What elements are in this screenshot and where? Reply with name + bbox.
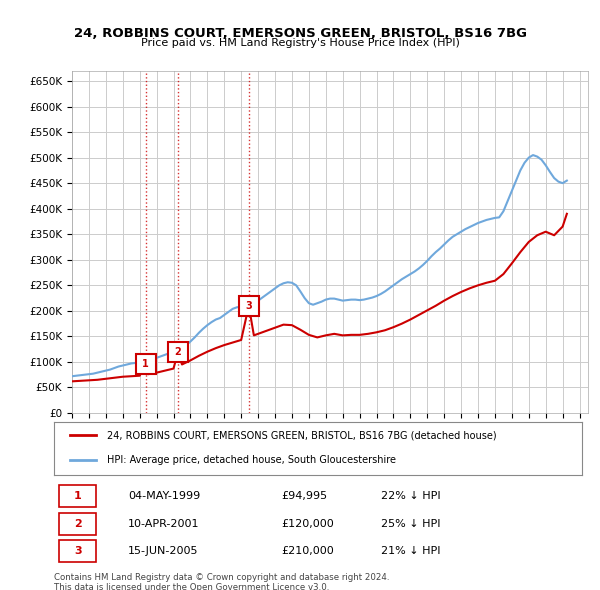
Text: £94,995: £94,995	[281, 491, 327, 502]
Text: 2: 2	[175, 347, 181, 357]
Text: £120,000: £120,000	[281, 519, 334, 529]
FancyBboxPatch shape	[59, 540, 96, 562]
FancyBboxPatch shape	[59, 513, 96, 535]
Text: 1: 1	[74, 491, 82, 502]
Text: 24, ROBBINS COURT, EMERSONS GREEN, BRISTOL, BS16 7BG (detached house): 24, ROBBINS COURT, EMERSONS GREEN, BRIST…	[107, 430, 496, 440]
Text: 3: 3	[245, 301, 252, 311]
Text: This data is licensed under the Open Government Licence v3.0.: This data is licensed under the Open Gov…	[54, 583, 329, 590]
Text: HPI: Average price, detached house, South Gloucestershire: HPI: Average price, detached house, Sout…	[107, 455, 396, 465]
Text: Contains HM Land Registry data © Crown copyright and database right 2024.: Contains HM Land Registry data © Crown c…	[54, 573, 389, 582]
Text: Price paid vs. HM Land Registry's House Price Index (HPI): Price paid vs. HM Land Registry's House …	[140, 38, 460, 48]
Text: 04-MAY-1999: 04-MAY-1999	[128, 491, 200, 502]
Text: 21% ↓ HPI: 21% ↓ HPI	[382, 546, 441, 556]
Text: 1: 1	[142, 359, 149, 369]
Text: 3: 3	[74, 546, 82, 556]
Text: 10-APR-2001: 10-APR-2001	[128, 519, 199, 529]
FancyBboxPatch shape	[59, 485, 96, 507]
Text: 2: 2	[74, 519, 82, 529]
Text: 15-JUN-2005: 15-JUN-2005	[128, 546, 199, 556]
Text: 22% ↓ HPI: 22% ↓ HPI	[382, 491, 441, 502]
Text: 25% ↓ HPI: 25% ↓ HPI	[382, 519, 441, 529]
Text: £210,000: £210,000	[281, 546, 334, 556]
Text: 24, ROBBINS COURT, EMERSONS GREEN, BRISTOL, BS16 7BG: 24, ROBBINS COURT, EMERSONS GREEN, BRIST…	[74, 27, 527, 40]
